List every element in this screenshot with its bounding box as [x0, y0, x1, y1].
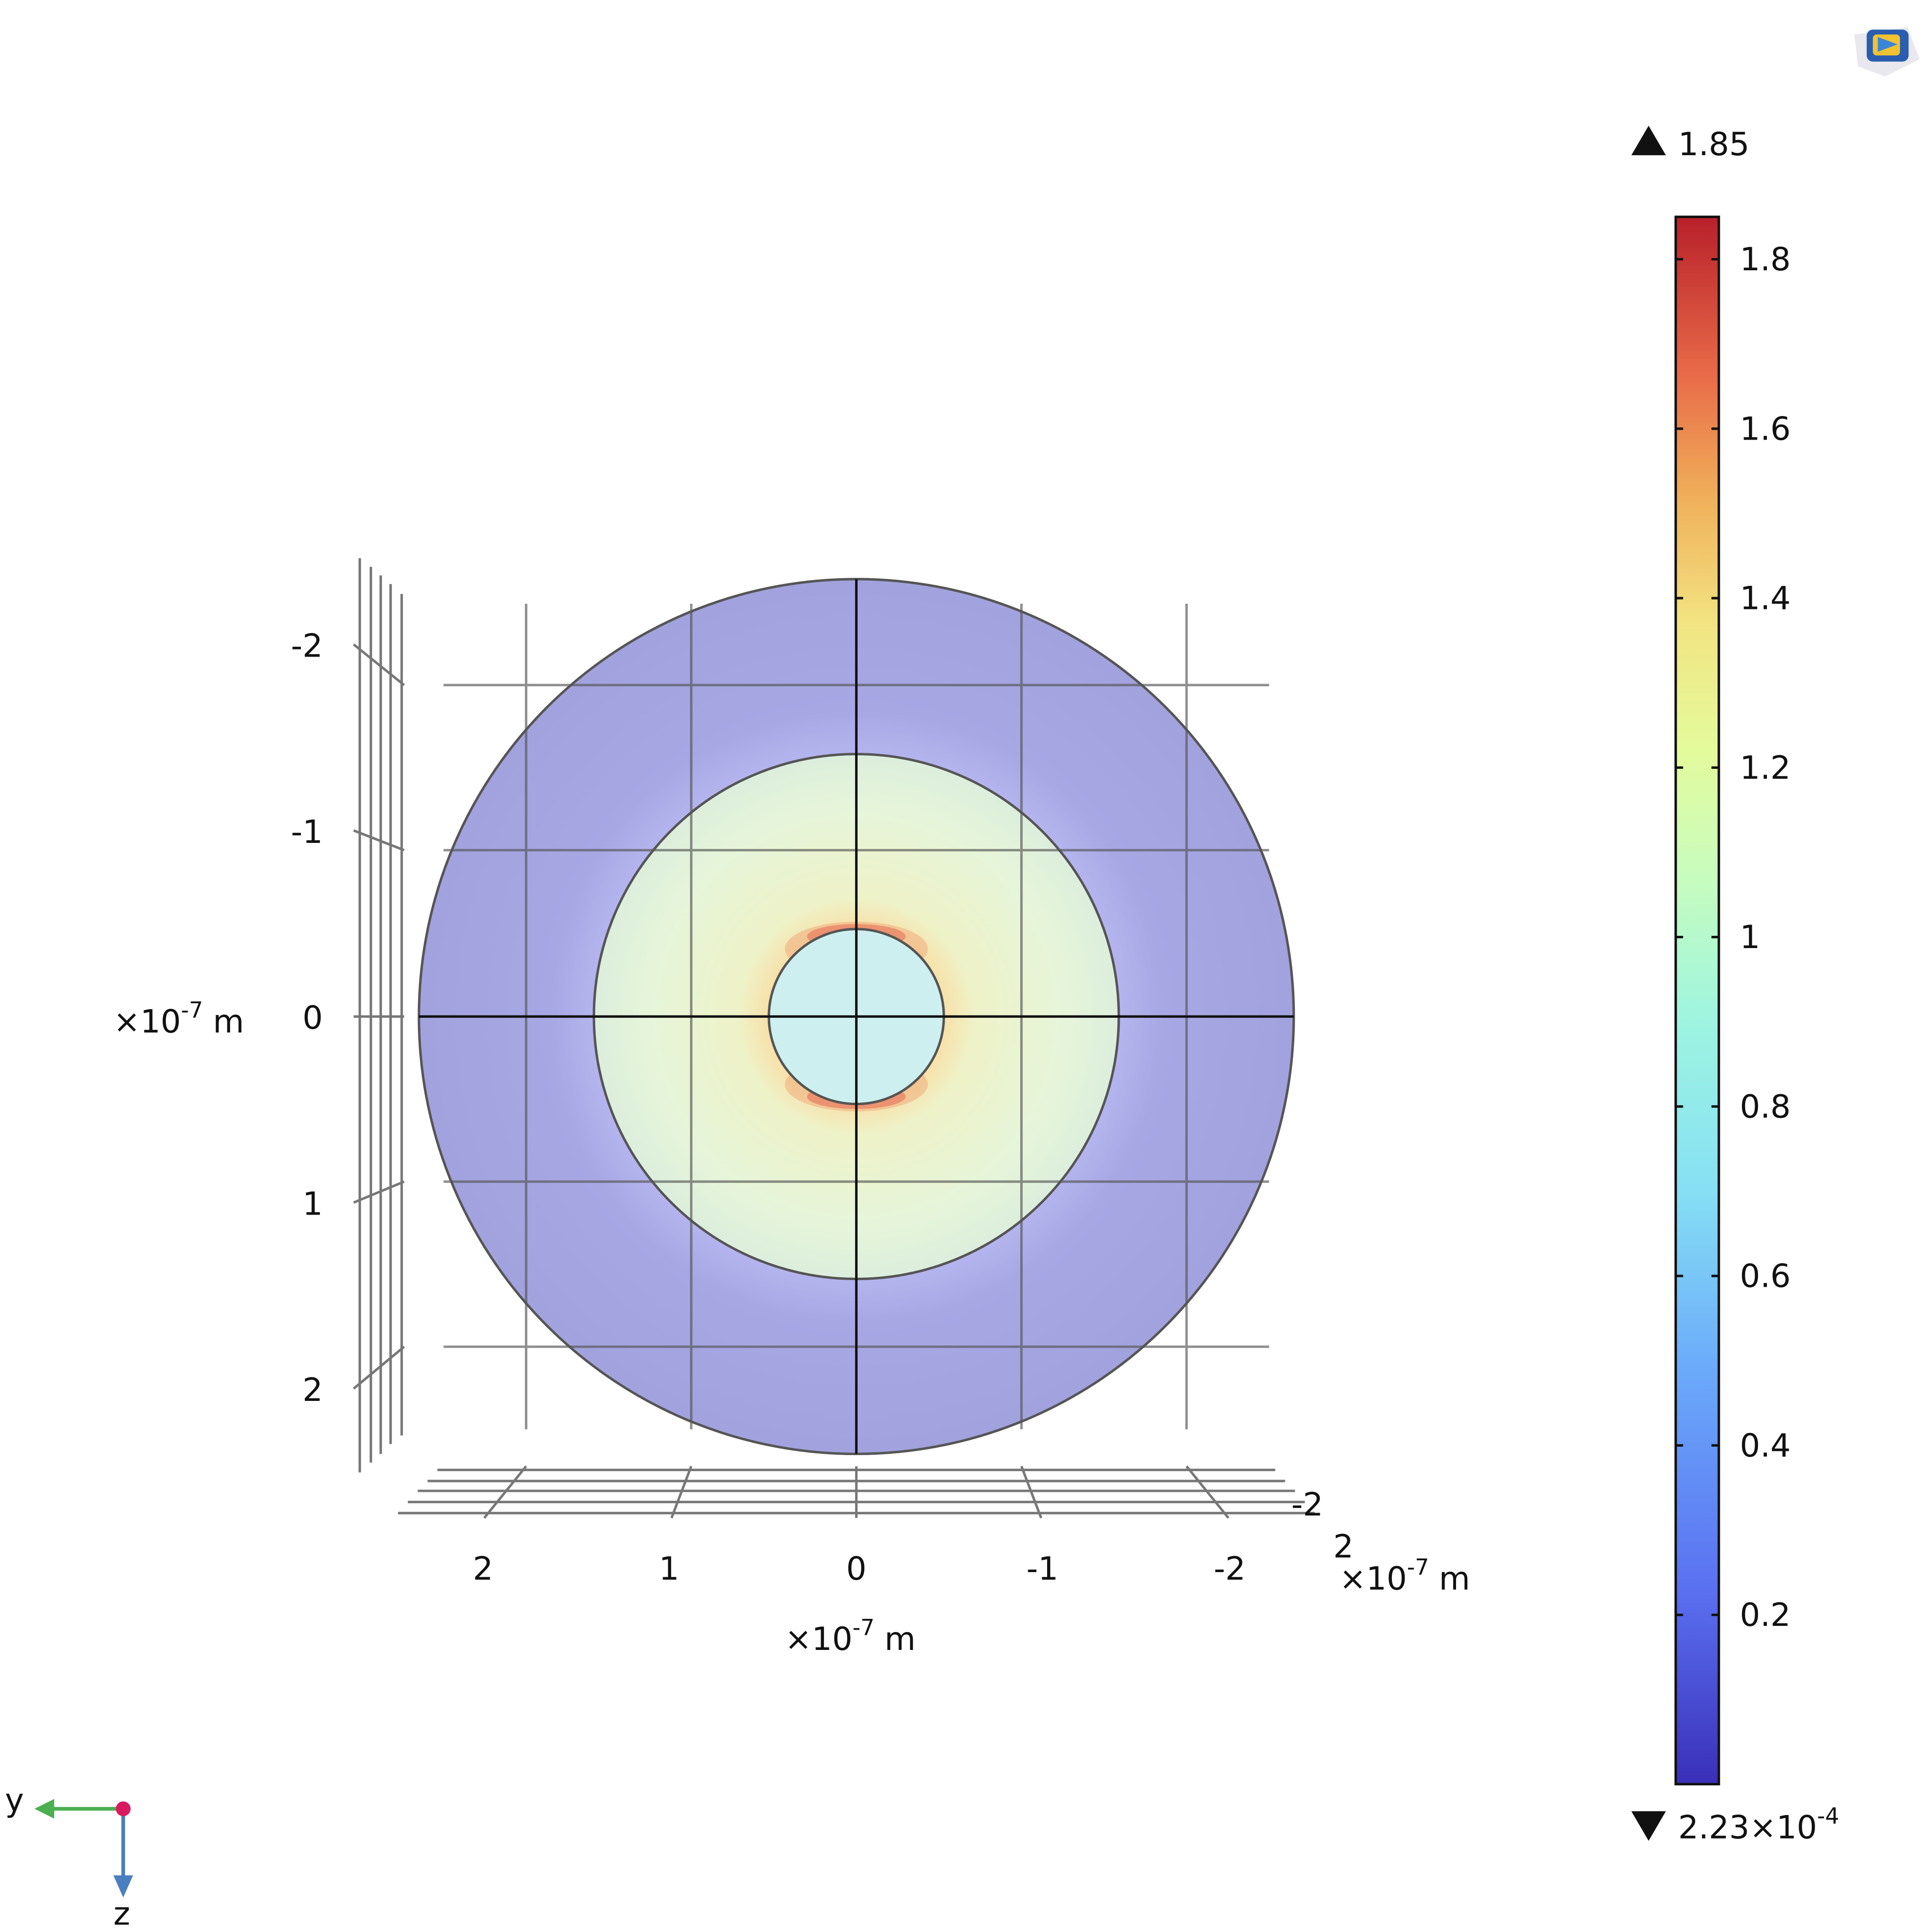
triad-y-label: y: [5, 1782, 24, 1819]
x-tick-label: -2: [1214, 1550, 1246, 1588]
y-tick-label: 0: [302, 999, 323, 1037]
center-axes: [419, 579, 1294, 1454]
svg-text:×10-7m: ×10-7 m: [113, 998, 244, 1041]
x-axis-labels: 2 1 0 -1 -2: [473, 1550, 1245, 1588]
y-axis-labels: -2 -1 0 1 2: [291, 627, 323, 1409]
y-tick-label: -1: [291, 814, 323, 851]
colorbar-tick-label: 1: [1740, 919, 1760, 956]
x-tick-label: 0: [846, 1550, 866, 1588]
x-axis-dot-icon: [116, 1801, 131, 1816]
y-tick-label: 1: [302, 1186, 323, 1223]
depth-axis-unit: ×10-7 m: [1340, 1554, 1470, 1597]
colorbar-gradient: [1674, 216, 1720, 1786]
depth-tick-label: 2: [1333, 1528, 1353, 1566]
depth-tick-label: -2: [1291, 1486, 1324, 1524]
colorbar-min-label: 2.23×10-4: [1678, 1803, 1839, 1846]
x-tick-label: 1: [659, 1550, 679, 1588]
colorbar-tick-label: 0.6: [1740, 1258, 1790, 1295]
y-axis-unit: ×10-7 m: [113, 998, 244, 1041]
svg-text:×10-7m: ×10-7 m: [785, 1615, 916, 1657]
y-arrow-icon: [34, 1799, 54, 1819]
colorbar-tick-label: 1.2: [1740, 749, 1790, 787]
z-arrow-icon: [113, 1875, 133, 1898]
app-logo-icon: [1854, 27, 1920, 76]
colorbar: 1.85 1.8 1.6 1.4 1.2 1 0.8 0.6 0.4 0.2 2.23×10-4: [1631, 125, 1839, 1846]
colorbar-ticks: 1.8 1.6 1.4 1.2 1 0.8 0.6 0.4 0.2: [1675, 241, 1790, 1634]
colorbar-max-label: 1.85: [1678, 126, 1749, 163]
depth-axis-labels: -2 2 ×10-7 m: [1291, 1486, 1470, 1598]
colorbar-tick-label: 0.2: [1740, 1597, 1790, 1634]
colorbar-tick-label: 1.6: [1740, 410, 1790, 448]
axis-frame: [353, 558, 1315, 1519]
triad-z-label: z: [113, 1895, 130, 1932]
colorbar-tick-label: 0.4: [1740, 1427, 1790, 1465]
colorbar-tick-label: 1.4: [1740, 580, 1790, 617]
x-tick-label: -1: [1026, 1550, 1058, 1588]
colorbar-tick-label: 0.8: [1740, 1088, 1790, 1125]
min-triangle-icon: [1631, 1811, 1666, 1841]
y-tick-label: 2: [302, 1372, 323, 1409]
colorbar-tick-label: 1.8: [1740, 241, 1790, 278]
x-tick-label: 2: [473, 1550, 493, 1588]
y-tick-label: -2: [291, 627, 323, 665]
x-axis-unit: ×10-7 m: [785, 1615, 916, 1657]
axis-triad: y z: [5, 1782, 133, 1932]
max-triangle-icon: [1631, 125, 1666, 156]
